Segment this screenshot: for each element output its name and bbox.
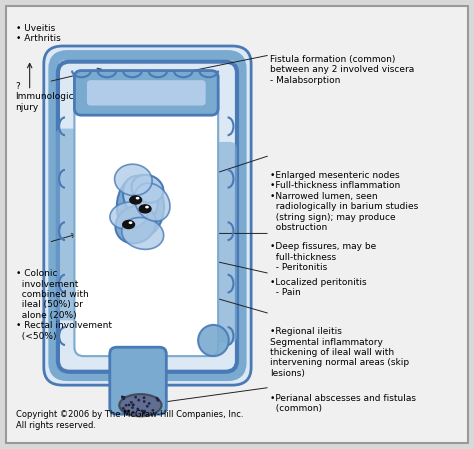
Text: • Uveitis
• Arthritis: • Uveitis • Arthritis — [16, 24, 60, 43]
Circle shape — [125, 404, 128, 407]
Text: Fistula formation (common)
between any 2 involved viscera
- Malabsorption: Fistula formation (common) between any 2… — [270, 55, 414, 85]
Ellipse shape — [145, 206, 149, 208]
Circle shape — [132, 404, 135, 406]
Circle shape — [127, 409, 130, 412]
Circle shape — [143, 412, 146, 415]
Ellipse shape — [119, 394, 162, 416]
Circle shape — [134, 396, 137, 399]
Circle shape — [137, 399, 140, 401]
Text: Copyright ©2006 by The McGraw-Hill Companies, Inc.
All rights reserved.: Copyright ©2006 by The McGraw-Hill Compa… — [16, 410, 243, 430]
Text: •Localized peritonitis
  - Pain: •Localized peritonitis - Pain — [270, 278, 366, 297]
FancyBboxPatch shape — [110, 347, 166, 414]
Circle shape — [146, 405, 149, 408]
Ellipse shape — [115, 164, 152, 196]
Circle shape — [123, 396, 126, 399]
Circle shape — [122, 407, 125, 409]
Ellipse shape — [135, 183, 170, 221]
Circle shape — [148, 402, 151, 405]
Circle shape — [132, 404, 135, 406]
FancyBboxPatch shape — [201, 142, 237, 343]
Ellipse shape — [117, 176, 164, 238]
Ellipse shape — [139, 205, 151, 213]
Ellipse shape — [131, 175, 164, 203]
Ellipse shape — [116, 206, 156, 243]
Circle shape — [121, 396, 124, 399]
Circle shape — [155, 397, 158, 400]
Ellipse shape — [130, 196, 142, 204]
Text: •Deep fissures, may be
  full-thickness
  - Peritonitis: •Deep fissures, may be full-thickness - … — [270, 242, 376, 272]
Circle shape — [131, 406, 134, 409]
Circle shape — [141, 409, 144, 412]
Ellipse shape — [123, 176, 158, 220]
Ellipse shape — [128, 221, 132, 224]
Ellipse shape — [122, 217, 164, 249]
Circle shape — [143, 410, 146, 413]
Circle shape — [132, 411, 135, 414]
Circle shape — [121, 396, 124, 398]
Circle shape — [152, 409, 155, 412]
FancyBboxPatch shape — [86, 79, 206, 106]
Circle shape — [143, 396, 146, 399]
Text: •Enlarged mesenteric nodes
•Full-thickness inflammation
•Narrowed lumen, seen
  : •Enlarged mesenteric nodes •Full-thickne… — [270, 171, 418, 232]
Text: •Regional ileitis
Segmental inflammatory
thickening of ileal wall with
interveni: •Regional ileitis Segmental inflammatory… — [270, 327, 409, 378]
FancyBboxPatch shape — [44, 46, 251, 385]
Circle shape — [143, 410, 146, 413]
FancyBboxPatch shape — [6, 6, 468, 443]
Circle shape — [128, 404, 130, 406]
Ellipse shape — [123, 220, 135, 229]
Ellipse shape — [136, 197, 139, 199]
Circle shape — [126, 410, 129, 413]
Text: • Colonic
  involvement
  combined with
  ileal (50%) or
  alone (20%)
• Rectal : • Colonic involvement combined with ilea… — [16, 269, 111, 340]
Text: ?
Immunologic
njury: ? Immunologic njury — [16, 82, 74, 111]
Circle shape — [123, 409, 126, 412]
Ellipse shape — [198, 325, 229, 356]
Circle shape — [143, 400, 146, 403]
Circle shape — [122, 397, 125, 400]
Ellipse shape — [110, 202, 147, 229]
Circle shape — [130, 401, 133, 404]
Circle shape — [156, 398, 159, 401]
Circle shape — [137, 408, 139, 410]
FancyBboxPatch shape — [74, 70, 218, 115]
FancyBboxPatch shape — [55, 128, 96, 321]
Circle shape — [157, 399, 160, 402]
Text: •Perianal abscesses and fistulas
  (common): •Perianal abscesses and fistulas (common… — [270, 394, 416, 414]
FancyBboxPatch shape — [74, 79, 218, 356]
